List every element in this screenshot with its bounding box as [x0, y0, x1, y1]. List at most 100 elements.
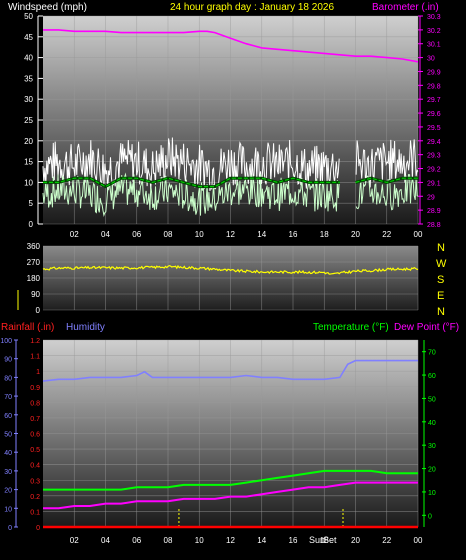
barometer-y-tick-label: 29.9 [427, 69, 441, 76]
wind-panel: 0 5 10 15 20 25 30 35 40 45 50 02 04 06 08 10 12 14 16 18 20… [24, 12, 441, 239]
barometer-y-tick-label: 29.7 [427, 97, 441, 104]
compass-e: E [437, 290, 444, 302]
humidity-y-tick-label: 60 [4, 413, 12, 420]
wind-y-tick-label: 5 [29, 199, 34, 208]
temperature-y-tick-label: 70 [428, 350, 436, 357]
wind-x-tick-label: 20 [351, 230, 360, 239]
wind-x-tick-label: 22 [382, 230, 391, 239]
wind-y-tick-label: 50 [24, 12, 33, 21]
barometer-y-tick-label: 30.1 [427, 42, 441, 49]
lower-x-tick-label: 00 [414, 536, 423, 545]
barometer-y-tick-label: 29.8 [427, 83, 441, 90]
wind-x-tick-label: 18 [320, 230, 329, 239]
barometer-series [43, 29, 419, 63]
barometer-y-tick-label: 29.2 [427, 167, 441, 174]
sunset-label: Set [323, 535, 337, 545]
compass-s: S [437, 274, 444, 286]
wind-y-tick-label: 10 [24, 178, 33, 187]
wind-x-tick-label: 08 [164, 230, 173, 239]
humidity-y-tick-label: 70 [4, 394, 12, 401]
barometer-y-tick-label: 29.6 [427, 111, 441, 118]
wind-y-tick-label: 25 [24, 116, 33, 125]
wind-x-tick-label: 14 [257, 230, 266, 239]
dewpoint-axis-title: Dew Point (°F) [394, 322, 459, 333]
rainfall-y-tick-label: 0.3 [30, 478, 40, 485]
wind-x-tick-label: 10 [195, 230, 204, 239]
direction-axes: 0 90 180 270 360 [17, 242, 41, 315]
lower-series [42, 359, 418, 529]
direction-y-tick-label: 360 [27, 242, 41, 251]
rainfall-y-tick-label: 0.8 [30, 400, 40, 407]
rainfall-y-tick-label: 1.2 [30, 338, 40, 345]
lower-x-tick-label: 22 [382, 536, 391, 545]
direction-y-tick-label: 180 [27, 274, 41, 283]
rainfall-y-tick-label: 0.1 [30, 509, 40, 516]
compass-n-bottom: N [437, 306, 445, 318]
temperature-y-tick-label: 40 [428, 420, 436, 427]
lower-x-tick-label: 02 [70, 536, 79, 545]
wind-x-tick-label: 04 [101, 230, 110, 239]
humidity-y-tick-label: 80 [4, 375, 12, 382]
direction-y-tick-label: 270 [27, 258, 41, 267]
wind-gust-line [42, 137, 419, 192]
rainfall-y-tick-label: 0.6 [30, 432, 40, 439]
barometer-y-tick-label: 29.5 [427, 125, 441, 132]
wind-y-tick-label: 40 [24, 54, 33, 63]
temperature-y-tick-label: 20 [428, 467, 436, 474]
barometer-y-tick-label: 28.9 [427, 208, 441, 215]
humidity-y-tick-label: 0 [8, 525, 12, 532]
compass-n-top: N [437, 242, 445, 254]
wind-axes: 0 5 10 15 20 25 30 35 40 45 50 02 04 06 08 10 12 14 16 18 20… [24, 12, 441, 239]
humidity-y-tick-label: 10 [4, 506, 12, 513]
barometer-y-tick-label: 29.4 [427, 139, 441, 146]
sun-markers [178, 509, 344, 527]
humidity-line [42, 359, 418, 382]
compass-w: W [436, 258, 447, 270]
wind-average-series [42, 172, 419, 218]
barometer-y-tick-label: 29 [427, 194, 435, 201]
humidity-y-tick-label: 100 [0, 338, 12, 345]
humidity-temperature-panel: 0 0.1 0.2 0.3 0.4 0.5 0.6 0.7 0.8 0.9 1 1.1 1.2 0 10 20… [0, 338, 436, 545]
rainfall-y-tick-label: 1.1 [30, 354, 40, 361]
graph-title: 24 hour graph day : January 18 2026 [170, 2, 334, 13]
humidity-axis-title: Humidity [66, 322, 105, 333]
humidity-y-tick-label: 90 [4, 357, 12, 364]
humidity-y-tick-label: 20 [4, 488, 12, 495]
sunrise-label: Sun [309, 535, 325, 545]
temperature-line [43, 469, 418, 491]
lower-x-tick-label: 12 [226, 536, 235, 545]
wind-y-tick-label: 15 [24, 158, 33, 167]
wind-x-tick-label: 16 [289, 230, 298, 239]
wind-axis-title: Windspeed (mph) [8, 2, 87, 13]
rainfall-y-tick-label: 0.9 [30, 385, 40, 392]
lower-x-tick-label: 06 [132, 536, 141, 545]
wind-y-tick-label: 30 [24, 95, 33, 104]
direction-y-tick-label: 90 [31, 290, 40, 299]
lower-x-tick-label: 20 [351, 536, 360, 545]
temperature-y-tick-label: 0 [428, 513, 432, 520]
rainfall-axis-title: Rainfall (.in) [1, 322, 54, 333]
temperature-y-tick-label: 30 [428, 443, 436, 450]
barometer-y-tick-label: 30 [427, 56, 435, 63]
direction-grid [43, 245, 419, 311]
wind-average-line [42, 172, 419, 218]
direction-y-tick-label: 0 [36, 306, 41, 315]
lower-x-tick-label: 16 [289, 536, 298, 545]
temperature-y-tick-label: 50 [428, 396, 436, 403]
wind-y-tick-label: 20 [24, 137, 33, 146]
humidity-y-tick-label: 30 [4, 469, 12, 476]
rainfall-y-tick-label: 1 [36, 369, 40, 376]
barometer-y-tick-label: 29.3 [427, 153, 441, 160]
lower-x-tick-label: 08 [164, 536, 173, 545]
rainfall-y-tick-label: 0.7 [30, 416, 40, 423]
wind-y-tick-label: 0 [29, 220, 34, 229]
humidity-y-tick-label: 40 [4, 450, 12, 457]
wind-gust-series [42, 137, 419, 192]
barometer-y-tick-label: 30.3 [427, 14, 441, 21]
rainfall-y-tick-label: 0.4 [30, 463, 40, 470]
wind-x-tick-label: 06 [132, 230, 141, 239]
wind-x-tick-label: 00 [414, 230, 423, 239]
lower-x-tick-label: 18 [320, 536, 329, 545]
